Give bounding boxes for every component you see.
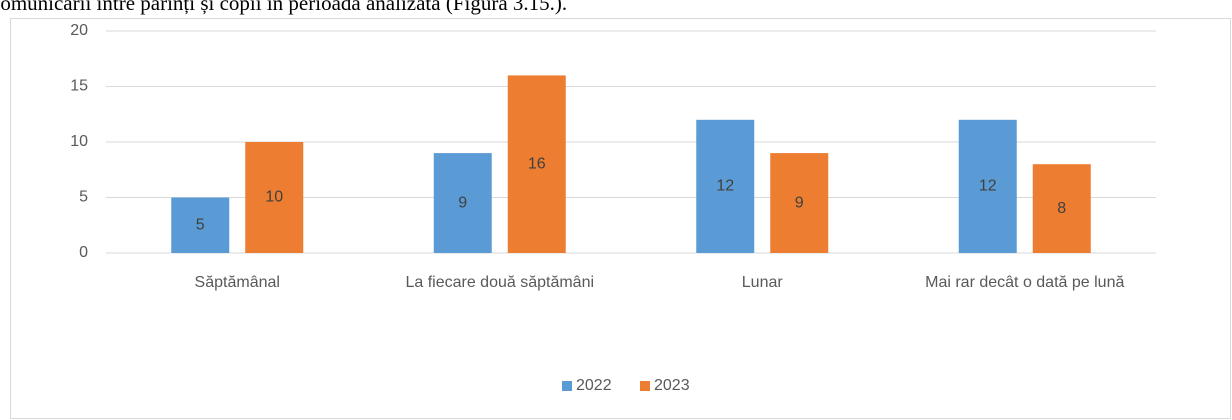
bar bbox=[433, 153, 492, 253]
y-tick-label: 0 bbox=[79, 244, 88, 261]
data-label: 12 bbox=[979, 178, 997, 195]
y-tick-label: 20 bbox=[70, 22, 88, 39]
legend-swatch bbox=[640, 381, 650, 391]
caption: comunicării între părinți și copii în pe… bbox=[0, 0, 568, 15]
bar bbox=[171, 197, 230, 253]
x-tick-label: Lunar bbox=[741, 274, 783, 291]
legend-label: 2022 bbox=[576, 377, 612, 394]
data-label: 10 bbox=[265, 189, 283, 206]
bar bbox=[696, 119, 755, 253]
data-label: 5 bbox=[196, 216, 205, 233]
bar bbox=[245, 142, 304, 253]
x-tick-label: Săptămânal bbox=[194, 274, 280, 291]
legend-label: 2023 bbox=[654, 377, 690, 394]
x-tick-label: La fiecare două săptămâni bbox=[405, 274, 595, 291]
y-tick-label: 10 bbox=[70, 133, 88, 150]
bar bbox=[958, 119, 1017, 253]
x-tick-label: Mai rar decât o dată pe lună bbox=[925, 274, 1125, 291]
bar bbox=[507, 75, 566, 254]
legend-swatch bbox=[562, 381, 572, 391]
data-label: 12 bbox=[716, 178, 734, 195]
data-label: 16 bbox=[528, 155, 546, 172]
bar bbox=[1032, 164, 1091, 253]
y-tick-label: 15 bbox=[70, 78, 88, 95]
data-label: 9 bbox=[458, 194, 467, 211]
data-label: 9 bbox=[795, 194, 804, 211]
data-label: 8 bbox=[1057, 200, 1066, 217]
bar bbox=[770, 153, 829, 253]
y-tick-label: 5 bbox=[79, 189, 88, 206]
